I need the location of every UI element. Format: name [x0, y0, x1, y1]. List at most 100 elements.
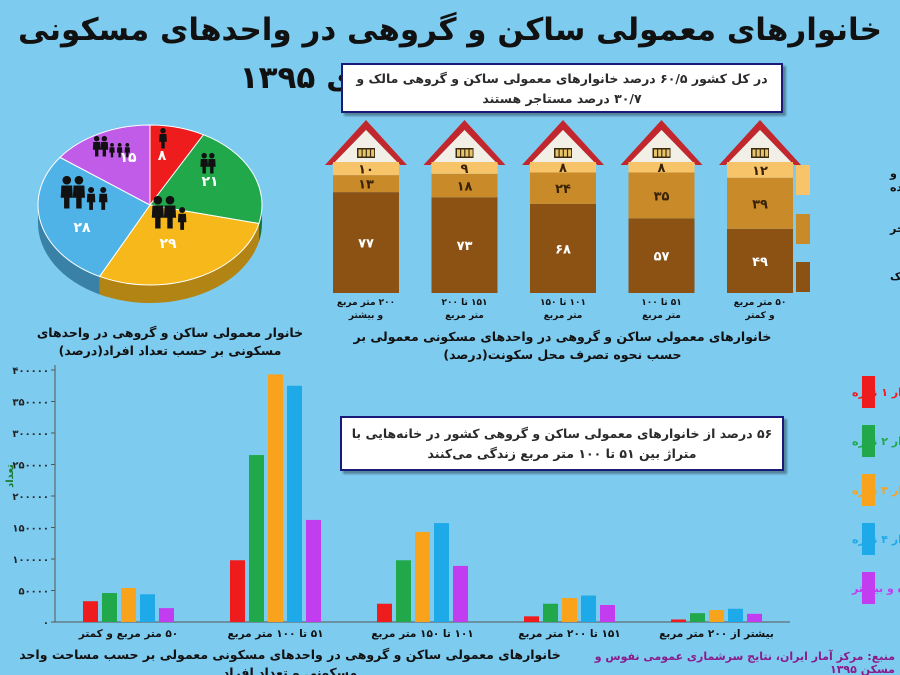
house-window	[554, 148, 572, 158]
bar	[524, 616, 539, 622]
bar-chart-title: خانوارهای معمولی ساکن و گروهی در واحدهای…	[19, 647, 561, 675]
person-head	[153, 195, 163, 205]
legend-label: خانوار ۵ نفره و بیشتر	[851, 582, 900, 595]
house-window-pane	[555, 149, 559, 157]
bar	[581, 595, 596, 622]
stack-segment	[628, 162, 695, 173]
house-window-pane	[371, 149, 375, 157]
bar	[709, 610, 724, 622]
stack-value-label: ۱۲	[752, 164, 768, 179]
stack-value-label: ۵۷	[654, 250, 670, 265]
y-tick-label: ۴۰۰۰۰۰	[12, 366, 49, 377]
house-roof	[423, 120, 506, 165]
bar	[140, 594, 155, 622]
x-tick-label: بیشتر از ۲۰۰ متر مربع	[659, 628, 774, 640]
x-tick-label: ۵۰ متر مربع و کمتر	[78, 628, 178, 640]
house-window-pane	[559, 149, 563, 157]
house-window-pane	[358, 149, 362, 157]
house-roof	[719, 120, 801, 165]
three-persons-icon	[151, 195, 187, 230]
house-window-pane	[765, 149, 769, 157]
person-body	[92, 142, 101, 157]
house-window-pane	[654, 149, 657, 157]
house-window-pane	[469, 149, 473, 157]
category-label: ۱۵۱ تا ۲۰۰	[442, 298, 488, 308]
stack-value-label: ۷۷	[358, 237, 374, 252]
category-label: ۵۱ تا ۱۰۰	[641, 298, 682, 308]
bar	[600, 604, 615, 622]
house-window-pane	[662, 149, 666, 157]
house-window-pane	[666, 149, 670, 157]
legend-label: خانوار ۲ نفره	[852, 435, 900, 448]
house-column: ۵۷ ۳۵ ۸ ۵۱ تا ۱۰۰ متر مربع	[620, 120, 703, 321]
legend-swatch	[862, 376, 875, 408]
bar	[268, 374, 283, 622]
x-tick-label: ۱۵۱ تا ۲۰۰ متر مربع	[518, 628, 620, 640]
house-window	[652, 148, 671, 158]
pie-slice-side	[99, 223, 259, 303]
y-tick-label: ۳۰۰۰۰۰	[12, 429, 49, 440]
category-label: متر مربع	[642, 311, 681, 321]
stack-segment	[727, 177, 793, 229]
person-head	[101, 135, 108, 142]
house-window-pane	[366, 149, 370, 157]
bar	[102, 593, 117, 622]
category-label: ۵۰ متر مربع	[734, 298, 787, 308]
bar	[230, 560, 245, 622]
pie-slice	[149, 134, 263, 225]
legend-label: اظهارنشده	[890, 181, 900, 194]
person-body	[200, 159, 208, 174]
stack-segment	[431, 162, 498, 174]
bar	[121, 587, 136, 622]
category-label: ۱۰۱ تا ۱۵۰	[540, 298, 586, 308]
category-label: متر مربع	[445, 311, 484, 321]
y-tick-label: ۰	[43, 618, 49, 629]
pie-slice	[98, 204, 260, 286]
house-window-pane	[457, 149, 460, 157]
y-tick-label: ۵۰۰۰۰	[18, 587, 49, 598]
person-head	[93, 135, 100, 142]
pie-slice-side	[258, 205, 262, 242]
stack-value-label: ۳۵	[654, 189, 670, 204]
house-roof	[325, 120, 407, 165]
legend-label: مالک	[890, 270, 900, 283]
stack-segment	[727, 228, 793, 293]
person-head	[110, 142, 114, 147]
pie-slice-label: ۱۵	[119, 150, 137, 166]
legend-label: سایر و	[889, 167, 900, 180]
house-window-pane	[760, 149, 764, 157]
pie-slice-side	[38, 205, 100, 295]
stack-segment	[431, 197, 498, 293]
person-body	[177, 213, 187, 230]
stack-value-label: ۹	[461, 162, 469, 177]
legend-swatch	[862, 425, 875, 457]
person-body	[72, 185, 85, 209]
stack-value-label: ۳۹	[752, 197, 768, 212]
person-head	[160, 127, 166, 134]
stack-value-label: ۱۰	[358, 163, 374, 178]
category-label: و کمتر	[744, 311, 774, 321]
person-body	[86, 193, 96, 210]
house-gable	[332, 130, 400, 165]
bar	[415, 531, 430, 622]
house-gable	[529, 130, 597, 165]
stack-value-label: ۱۸	[457, 180, 473, 195]
house-window	[357, 148, 375, 158]
person-head	[100, 186, 107, 194]
person-body	[151, 205, 164, 229]
house-column: ۴۹ ۳۹ ۱۲ ۵۰ متر مربع و کمتر	[719, 120, 801, 321]
x-tick-label: ۵۱ تا ۱۰۰ متر مربع	[227, 628, 323, 640]
person-head	[209, 152, 215, 159]
bar	[671, 619, 686, 622]
pie-chart-title: خانوار معمولی ساکن و گروهی در واحدهای مس…	[36, 325, 304, 358]
bar	[434, 523, 449, 622]
bar	[377, 603, 392, 622]
bar	[728, 608, 743, 622]
house-window-pane	[563, 149, 567, 157]
pie-slice-label: ۲۸	[73, 220, 91, 236]
person-head	[117, 142, 122, 147]
pie-slice-label: ۲۹	[159, 236, 177, 252]
bar	[562, 598, 577, 622]
